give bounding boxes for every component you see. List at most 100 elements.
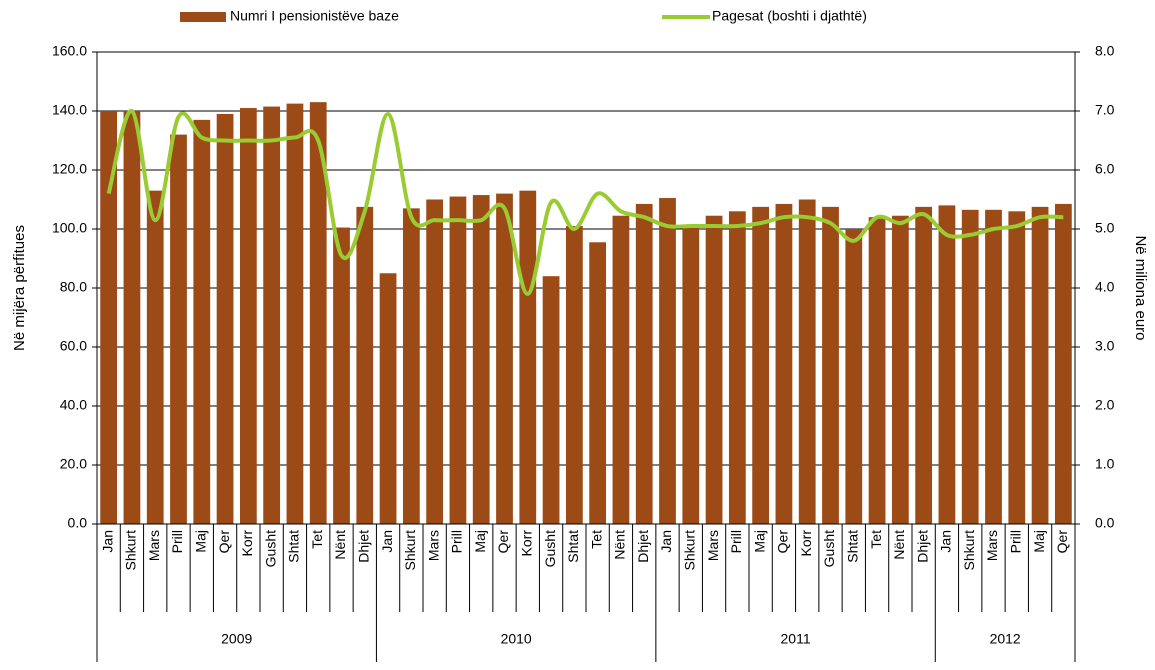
bar [798,199,816,524]
x-tick-label: Maj [192,530,208,553]
bar [775,203,793,525]
x-tick-label: Dhjet [635,530,651,563]
x-tick-label: Gusht [542,530,558,567]
bar [891,215,909,524]
x-tick-label: Mars [425,530,441,561]
x-tick-label: Maj [751,530,767,553]
x-group-label: 2011 [781,631,811,647]
bar [146,190,164,524]
x-tick-label: Shtat [844,530,860,563]
bar [519,190,537,524]
bar [752,206,770,524]
x-tick-label: Jan [938,530,954,553]
bar [612,215,630,524]
bar [402,208,420,524]
bar [333,227,350,524]
bar [985,209,1002,524]
bar [728,211,746,525]
line [106,108,1064,296]
y-tick-label: 60.0 [60,338,87,354]
x-tick-label: Tet [309,530,325,549]
bar [472,195,490,524]
x-tick-label: Korr [239,530,255,557]
bar [938,205,956,524]
bar [961,209,979,524]
bar [1031,206,1049,524]
x-tick-label: Maj [472,530,488,553]
y-tick-label: 40.0 [60,397,87,413]
x-tick-label: Tet [588,530,604,549]
x-tick-label: Shtat [286,530,302,563]
x-tick-label: Korr [518,530,534,557]
y2-tick-label: 7.0 [1095,102,1115,118]
bar [1054,203,1072,525]
bar [589,242,607,524]
x-tick-label: Prill [449,530,465,553]
bar [379,273,397,524]
y-tick-label: 160.0 [52,43,87,59]
x-tick-label: Tet [868,530,884,549]
x-tick-label: Gusht [262,530,278,567]
bar [659,198,676,524]
y-tick-label: 140.0 [52,102,87,118]
x-group-label: 2009 [221,631,252,647]
x-tick-label: Mars [146,530,162,561]
bar [426,199,444,524]
bar [635,203,653,525]
bar [356,206,374,524]
legend-label: Pagesat (boshti i djathtë) [712,8,867,24]
bar [822,206,839,524]
x-tick-label: Gusht [821,530,837,567]
x-tick-label: Qer [775,530,791,554]
x-group-label: 2010 [501,631,532,647]
x-tick-label: Korr [798,530,814,557]
bar [915,206,933,524]
y-tick-label: 0.0 [68,515,88,531]
legend-label: Numri I pensionistëve baze [230,8,399,24]
y2-tick-label: 6.0 [1095,161,1115,177]
bar [263,106,281,524]
bar [705,215,723,524]
x-tick-label: Jan [99,530,115,553]
x-tick-label: Qer [1054,530,1070,554]
bar [542,276,560,524]
x-tick-label: Jan [379,530,395,553]
bar [309,102,327,525]
bar [868,217,886,524]
x-tick-label: Shkurt [402,530,418,571]
x-tick-label: Qer [495,530,511,554]
y-tick-label: 100.0 [52,220,87,236]
bar [565,226,583,525]
y2-axis-label: Në miliona euro [1132,235,1149,340]
bar [193,119,211,524]
x-tick-label: Shkurt [681,530,697,571]
x-tick-label: Shtat [565,530,581,563]
y-tick-label: 20.0 [60,456,87,472]
y-tick-label: 80.0 [60,279,87,295]
bar [123,111,141,524]
y2-tick-label: 4.0 [1095,279,1115,295]
bar [286,103,304,524]
y-tick-label: 120.0 [52,161,87,177]
x-tick-label: Nënt [332,530,348,560]
x-tick-label: Prill [1007,530,1023,553]
y2-tick-label: 0.0 [1095,515,1115,531]
y2-tick-label: 8.0 [1095,43,1115,59]
x-tick-label: Jan [658,530,674,553]
x-tick-label: Dhjet [914,530,930,563]
bar [1008,211,1026,525]
x-tick-label: Shkurt [961,530,977,571]
bar [449,196,467,525]
x-tick-label: Maj [1031,530,1047,553]
bar [100,111,118,524]
y2-tick-label: 2.0 [1095,397,1115,413]
x-tick-label: Mars [705,530,721,561]
y-axis-label: Në mijëra përfitues [11,225,28,351]
y2-tick-label: 3.0 [1095,338,1115,354]
x-tick-label: Shkurt [123,530,139,571]
bar [845,229,863,524]
x-group-label: 2012 [990,631,1021,647]
x-tick-label: Mars [984,530,1000,561]
y2-tick-label: 1.0 [1095,456,1115,472]
